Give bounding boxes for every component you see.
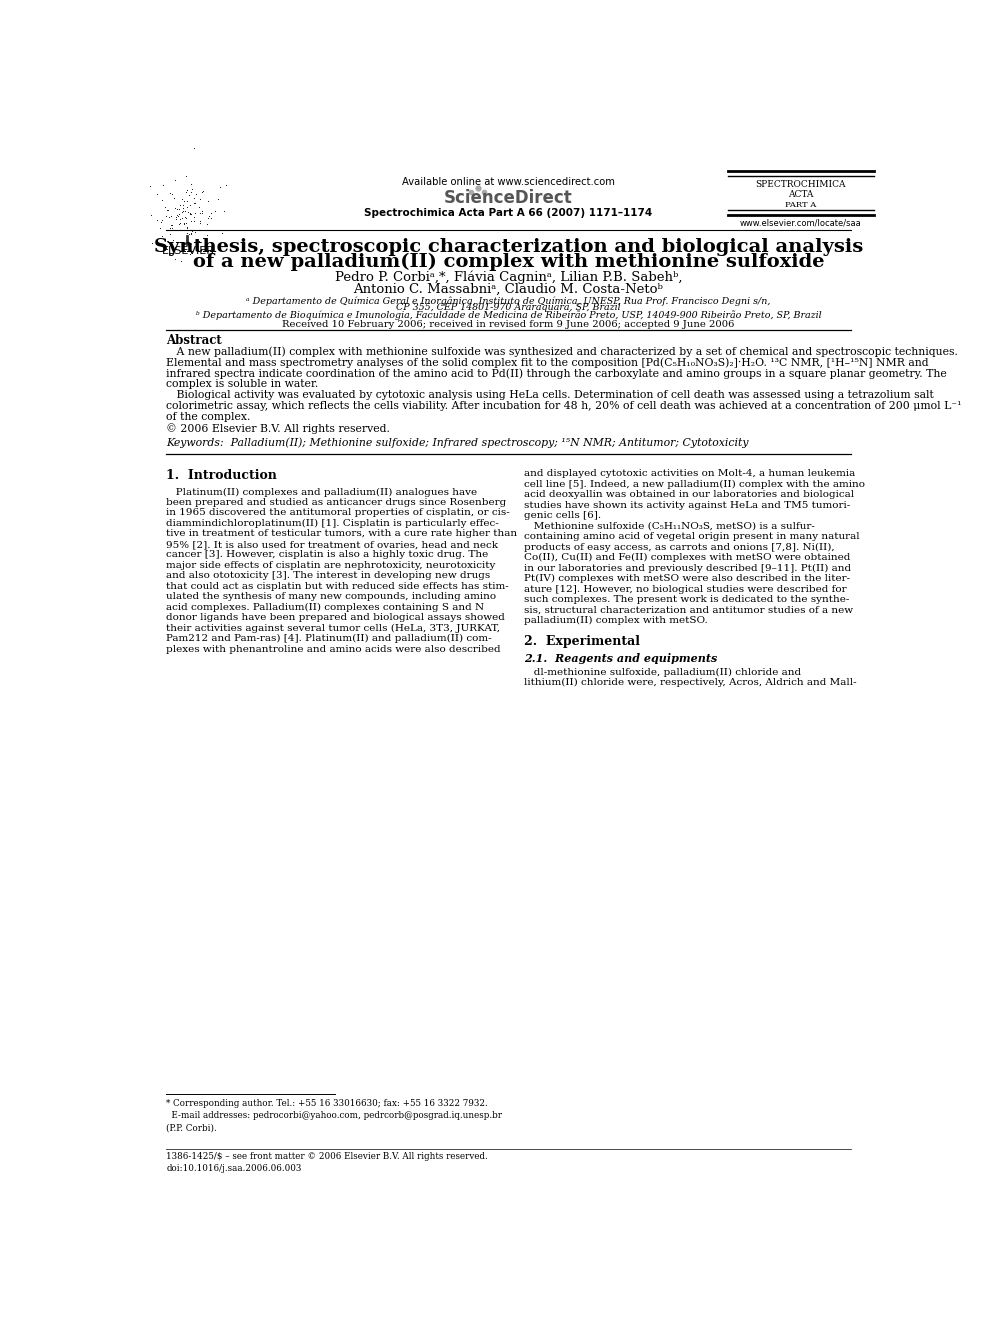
Text: containing amino acid of vegetal origin present in many natural: containing amino acid of vegetal origin … bbox=[524, 532, 859, 541]
Text: been prepared and studied as anticancer drugs since Rosenberg: been prepared and studied as anticancer … bbox=[167, 497, 507, 507]
Text: 1.  Introduction: 1. Introduction bbox=[167, 470, 277, 482]
Text: and also ototoxicity [3]. The interest in developing new drugs: and also ototoxicity [3]. The interest i… bbox=[167, 572, 490, 581]
Text: in our laboratories and previously described [9–11]. Pt(II) and: in our laboratories and previously descr… bbox=[524, 564, 851, 573]
Text: plexes with phenantroline and amino acids were also described: plexes with phenantroline and amino acid… bbox=[167, 644, 501, 654]
Text: Pedro P. Corbiᵃ,*, Flávia Cagninᵃ, Lilian P.B. Sabehᵇ,: Pedro P. Corbiᵃ,*, Flávia Cagninᵃ, Lilia… bbox=[334, 271, 682, 284]
Text: ELSEVIER: ELSEVIER bbox=[162, 246, 215, 257]
Text: sis, structural characterization and antitumor studies of a new: sis, structural characterization and ant… bbox=[524, 606, 853, 614]
Text: © 2006 Elsevier B.V. All rights reserved.: © 2006 Elsevier B.V. All rights reserved… bbox=[167, 423, 390, 434]
Text: Elemental and mass spectrometry analyses of the solid complex fit to the composi: Elemental and mass spectrometry analyses… bbox=[167, 357, 929, 368]
Text: * Corresponding author. Tel.: +55 16 33016630; fax: +55 16 3322 7932.: * Corresponding author. Tel.: +55 16 330… bbox=[167, 1099, 488, 1109]
Text: Pt(IV) complexes with metSO were also described in the liter-: Pt(IV) complexes with metSO were also de… bbox=[524, 574, 850, 583]
Text: Biological activity was evaluated by cytotoxic analysis using HeLa cells. Determ: Biological activity was evaluated by cyt… bbox=[167, 390, 934, 400]
Text: of the complex.: of the complex. bbox=[167, 411, 251, 422]
Text: PART A: PART A bbox=[785, 201, 816, 209]
Text: infrared spectra indicate coordination of the amino acid to Pd(II) through the c: infrared spectra indicate coordination o… bbox=[167, 368, 947, 378]
Text: www.elsevier.com/locate/saa: www.elsevier.com/locate/saa bbox=[740, 218, 861, 228]
Text: such complexes. The present work is dedicated to the synthe-: such complexes. The present work is dedi… bbox=[524, 595, 849, 605]
Text: Keywords:  Palladium(II); Methionine sulfoxide; Infrared spectroscopy; ¹⁵N NMR; : Keywords: Palladium(II); Methionine sulf… bbox=[167, 438, 749, 448]
Text: Synthesis, spectroscopic characterization and biological analysis: Synthesis, spectroscopic characterizatio… bbox=[154, 238, 863, 257]
Text: lithium(II) chloride were, respectively, Acros, Aldrich and Mall-: lithium(II) chloride were, respectively,… bbox=[524, 677, 856, 687]
Text: A new palladium(II) complex with methionine sulfoxide was synthesized and charac: A new palladium(II) complex with methion… bbox=[167, 347, 958, 357]
Text: Spectrochimica Acta Part A 66 (2007) 1171–1174: Spectrochimica Acta Part A 66 (2007) 117… bbox=[364, 208, 653, 218]
Text: cancer [3]. However, cisplatin is also a highly toxic drug. The: cancer [3]. However, cisplatin is also a… bbox=[167, 550, 488, 560]
Text: ᵇ Departamento de Bioquímica e Imunologia, Faculdade de Medicina de Ribeirão Pre: ᵇ Departamento de Bioquímica e Imunologi… bbox=[195, 311, 821, 320]
Text: studies have shown its activity against HeLa and TM5 tumori-: studies have shown its activity against … bbox=[524, 500, 850, 509]
Text: ScienceDirect: ScienceDirect bbox=[444, 189, 572, 208]
Text: ulated the synthesis of many new compounds, including amino: ulated the synthesis of many new compoun… bbox=[167, 593, 496, 602]
Text: Methionine sulfoxide (C₅H₁₁NO₃S, metSO) is a sulfur-: Methionine sulfoxide (C₅H₁₁NO₃S, metSO) … bbox=[524, 521, 814, 531]
Text: SPECTROCHIMICA: SPECTROCHIMICA bbox=[755, 180, 846, 189]
Text: ᵃ Departamento de Química Geral e Inorgânica, Instituto de Química, UNESP, Rua P: ᵃ Departamento de Química Geral e Inorgâ… bbox=[246, 296, 771, 306]
Text: their activities against several tumor cells (HeLa, 3T3, JURKAT,: their activities against several tumor c… bbox=[167, 624, 500, 632]
Text: dl-methionine sulfoxide, palladium(II) chloride and: dl-methionine sulfoxide, palladium(II) c… bbox=[524, 668, 801, 676]
Text: of a new palladium(II) complex with methionine sulfoxide: of a new palladium(II) complex with meth… bbox=[192, 253, 824, 271]
Text: acid deoxyallin was obtained in our laboratories and biological: acid deoxyallin was obtained in our labo… bbox=[524, 490, 854, 499]
Text: palladium(II) complex with metSO.: palladium(II) complex with metSO. bbox=[524, 617, 707, 626]
Text: diammindichloroplatinum(II) [1]. Cisplatin is particularly effec-: diammindichloroplatinum(II) [1]. Cisplat… bbox=[167, 519, 499, 528]
Text: donor ligands have been prepared and biological assays showed: donor ligands have been prepared and bio… bbox=[167, 614, 505, 622]
Text: Available online at www.sciencedirect.com: Available online at www.sciencedirect.co… bbox=[402, 177, 615, 187]
Text: tive in treatment of testicular tumors, with a cure rate higher than: tive in treatment of testicular tumors, … bbox=[167, 529, 518, 538]
Text: that could act as cisplatin but with reduced side effects has stim-: that could act as cisplatin but with red… bbox=[167, 582, 509, 591]
Text: 2.  Experimental: 2. Experimental bbox=[524, 635, 640, 648]
Text: acid complexes. Palladium(II) complexes containing S and N: acid complexes. Palladium(II) complexes … bbox=[167, 603, 484, 613]
Text: major side effects of cisplatin are nephrotoxicity, neurotoxicity: major side effects of cisplatin are neph… bbox=[167, 561, 496, 570]
Text: doi:10.1016/j.saa.2006.06.003: doi:10.1016/j.saa.2006.06.003 bbox=[167, 1164, 302, 1174]
Text: 95% [2]. It is also used for treatment of ovaries, head and neck: 95% [2]. It is also used for treatment o… bbox=[167, 540, 498, 549]
Text: 2.1.  Reagents and equipments: 2.1. Reagents and equipments bbox=[524, 654, 717, 664]
Text: complex is soluble in water.: complex is soluble in water. bbox=[167, 378, 318, 389]
Text: products of easy access, as carrots and onions [7,8]. Ni(II),: products of easy access, as carrots and … bbox=[524, 542, 834, 552]
Text: in 1965 discovered the antitumoral properties of cisplatin, or cis-: in 1965 discovered the antitumoral prope… bbox=[167, 508, 510, 517]
Text: CP 355, CEP 14801-970 Araraquara, SP, Brazil: CP 355, CEP 14801-970 Araraquara, SP, Br… bbox=[396, 303, 621, 312]
Text: cell line [5]. Indeed, a new palladium(II) complex with the amino: cell line [5]. Indeed, a new palladium(I… bbox=[524, 480, 865, 488]
Text: genic cells [6].: genic cells [6]. bbox=[524, 511, 601, 520]
Text: colorimetric assay, which reflects the cells viability. After incubation for 48 : colorimetric assay, which reflects the c… bbox=[167, 401, 962, 411]
Text: (P.P. Corbi).: (P.P. Corbi). bbox=[167, 1123, 217, 1132]
Text: Platinum(II) complexes and palladium(II) analogues have: Platinum(II) complexes and palladium(II)… bbox=[167, 487, 477, 496]
Text: E-mail addresses: pedrocorbi@yahoo.com, pedrcorb@posgrad.iq.unesp.br: E-mail addresses: pedrocorbi@yahoo.com, … bbox=[167, 1111, 502, 1121]
Text: and displayed cytotoxic activities on Molt-4, a human leukemia: and displayed cytotoxic activities on Mo… bbox=[524, 470, 855, 478]
Text: 1386-1425/$ – see front matter © 2006 Elsevier B.V. All rights reserved.: 1386-1425/$ – see front matter © 2006 El… bbox=[167, 1152, 488, 1162]
Text: ACTA: ACTA bbox=[788, 191, 813, 200]
Text: ature [12]. However, no biological studies were described for: ature [12]. However, no biological studi… bbox=[524, 585, 846, 594]
Text: Received 10 February 2006; received in revised form 9 June 2006; accepted 9 June: Received 10 February 2006; received in r… bbox=[282, 320, 735, 328]
Text: Pam212 and Pam-ras) [4]. Platinum(II) and palladium(II) com-: Pam212 and Pam-ras) [4]. Platinum(II) an… bbox=[167, 634, 492, 643]
Text: Co(II), Cu(II) and Fe(II) complexes with metSO were obtained: Co(II), Cu(II) and Fe(II) complexes with… bbox=[524, 553, 850, 562]
Text: Antonio C. Massabniᵃ, Claudio M. Costa-Netoᵇ: Antonio C. Massabniᵃ, Claudio M. Costa-N… bbox=[353, 283, 664, 296]
Text: Abstract: Abstract bbox=[167, 333, 222, 347]
